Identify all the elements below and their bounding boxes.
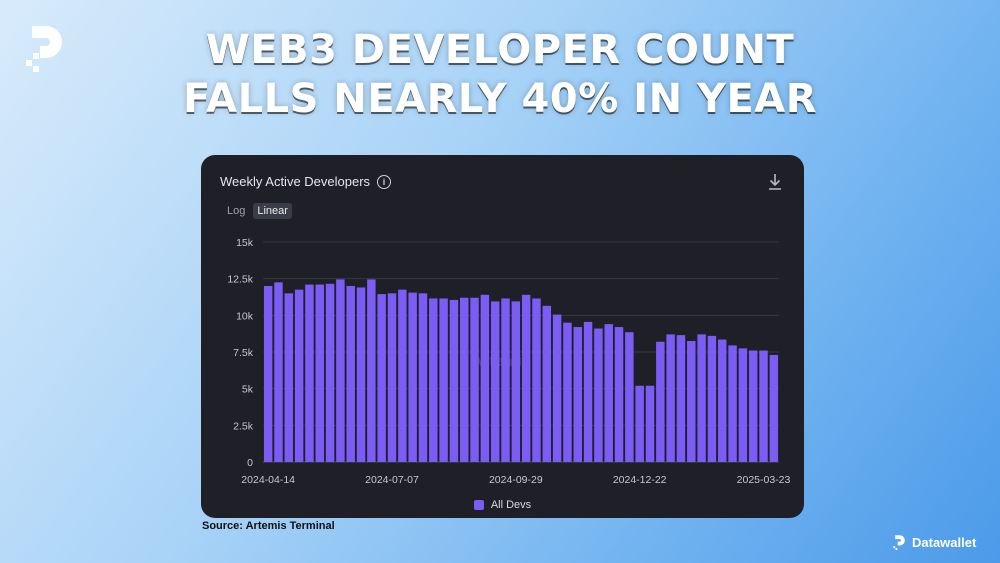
download-icon[interactable]	[768, 173, 782, 191]
bar[interactable]	[418, 293, 428, 462]
bar[interactable]	[728, 345, 737, 462]
headline-line-2: FALLS NEARLY 40% IN YEAR	[182, 76, 818, 122]
bar[interactable]	[573, 327, 582, 462]
y-tick-label: 2.5k	[233, 420, 254, 432]
y-tick-label: 0	[247, 457, 253, 469]
bar[interactable]	[748, 350, 758, 462]
bar[interactable]	[367, 279, 376, 462]
chart-title: Weekly Active Developers i	[220, 174, 392, 189]
datawallet-logo-icon	[26, 26, 62, 72]
x-tick-label: 2024-12-22	[613, 474, 667, 486]
bar[interactable]	[305, 284, 314, 462]
legend-swatch	[473, 500, 484, 510]
bar[interactable]	[480, 294, 490, 462]
bar[interactable]	[398, 289, 407, 462]
y-tick-label: 5k	[242, 384, 254, 396]
bar[interactable]	[635, 385, 644, 462]
bar[interactable]	[656, 341, 665, 462]
bar[interactable]	[594, 328, 603, 462]
bar[interactable]	[738, 348, 748, 462]
bar[interactable]	[490, 301, 500, 462]
bar[interactable]	[460, 297, 469, 462]
x-tick-label: 2024-04-14	[241, 474, 295, 486]
scale-toggle: Log Linear	[223, 203, 292, 219]
headline: WEB3 DEVELOPER COUNT FALLS NEARLY 40% IN…	[0, 26, 1000, 124]
y-tick-label: 7.5k	[233, 347, 254, 359]
bar[interactable]	[666, 334, 675, 462]
bar[interactable]	[470, 297, 479, 462]
scale-option-linear[interactable]: Linear	[253, 203, 292, 219]
bar[interactable]	[336, 279, 345, 462]
bar[interactable]	[315, 284, 324, 462]
bar[interactable]	[625, 332, 634, 462]
bar[interactable]	[583, 321, 593, 462]
bar[interactable]	[377, 294, 386, 462]
bar[interactable]	[687, 341, 696, 462]
bar[interactable]	[645, 385, 655, 462]
bar[interactable]	[614, 327, 624, 462]
headline-line-1: WEB3 DEVELOPER COUNT	[205, 27, 795, 73]
bar[interactable]	[284, 293, 294, 462]
bar[interactable]	[552, 314, 562, 462]
y-tick-label: 15k	[236, 237, 254, 249]
bar[interactable]	[325, 283, 335, 462]
bar[interactable]	[542, 305, 552, 462]
bar[interactable]	[563, 322, 572, 462]
bar[interactable]	[274, 282, 283, 462]
x-tick-label: 2024-09-29	[489, 474, 543, 486]
source-caption: Source: Artemis Terminal	[202, 520, 335, 532]
legend-label[interactable]: All Devs	[490, 499, 532, 511]
brand-footer: Datawallet	[893, 534, 976, 550]
bar[interactable]	[718, 339, 727, 462]
bar[interactable]	[439, 298, 448, 462]
bar[interactable]	[408, 292, 417, 462]
bar[interactable]	[532, 298, 541, 462]
bar[interactable]	[449, 299, 459, 462]
bar[interactable]	[387, 293, 397, 462]
bar[interactable]	[346, 286, 355, 462]
info-icon[interactable]: i	[377, 174, 392, 189]
bar[interactable]	[604, 324, 613, 462]
datawallet-small-logo-icon	[893, 535, 905, 550]
bar[interactable]	[676, 335, 686, 462]
bar[interactable]	[769, 354, 779, 462]
y-tick-label: 10k	[236, 310, 254, 322]
scale-option-log[interactable]: Log	[227, 205, 246, 217]
x-tick-label: 2024-07-07	[365, 474, 419, 486]
brand-name: Datawallet	[912, 534, 977, 550]
x-tick-label: 2025-03-23	[737, 474, 791, 486]
chart-legend: All Devs	[201, 499, 804, 511]
chart-card: 0 2.5k 5k 7.5k 10k 12.5k 15k Artemis 2024-04-14 2…	[201, 155, 804, 518]
bar[interactable]	[429, 298, 438, 462]
bar[interactable]	[697, 334, 706, 462]
bar[interactable]	[759, 350, 768, 462]
chart-title-text: Weekly Active Developers	[220, 174, 371, 189]
bar[interactable]	[521, 294, 531, 462]
bar[interactable]	[263, 286, 273, 462]
y-tick-label: 12.5k	[227, 274, 253, 286]
bar[interactable]	[511, 301, 521, 462]
bar[interactable]	[294, 289, 304, 462]
bar[interactable]	[707, 335, 717, 462]
bar[interactable]	[356, 287, 366, 462]
bar[interactable]	[501, 298, 510, 462]
